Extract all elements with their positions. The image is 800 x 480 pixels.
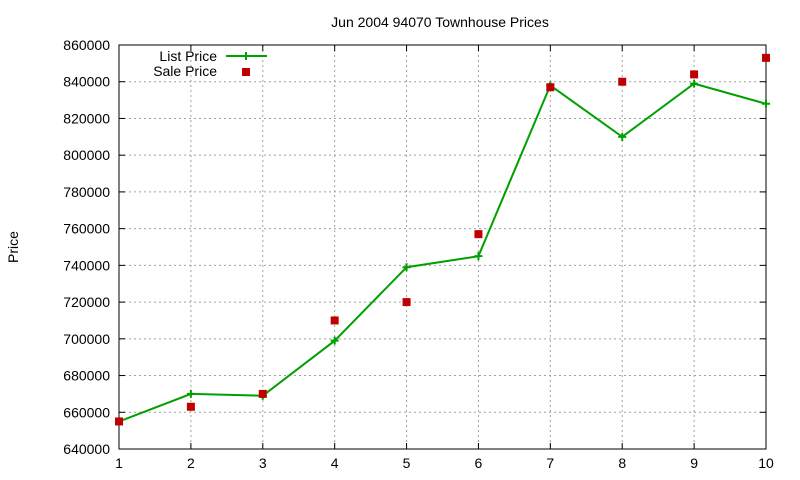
x-tick-label: 9 [690, 455, 698, 471]
list-price-point [762, 99, 770, 108]
y-tick-label: 740000 [63, 257, 110, 273]
chart-title: Jun 2004 94070 Townhouse Prices [331, 14, 549, 30]
x-tick-label: 5 [403, 455, 411, 471]
legend-label-sale-price: Sale Price [153, 63, 217, 79]
x-tick-label: 6 [475, 455, 483, 471]
list-price-point [330, 336, 339, 345]
x-tick-label: 8 [618, 455, 626, 471]
legend-label-list-price: List Price [159, 48, 217, 64]
y-tick-label: 840000 [63, 74, 110, 90]
sale-price-point [762, 53, 770, 62]
axis-ticks: 640000 660000 680000 700000 720000 740000 7600… [63, 37, 774, 471]
sale-price-point [402, 298, 411, 307]
sale-price-point [186, 402, 195, 411]
y-tick-label: 760000 [63, 221, 110, 237]
series-layer [115, 53, 770, 426]
x-tick-label: 10 [758, 455, 774, 471]
sale-price-point [115, 417, 123, 426]
x-tick-label: 3 [259, 455, 267, 471]
sale-price-point [690, 70, 699, 79]
legend-marker-list-price [242, 52, 250, 60]
x-tick-label: 7 [546, 455, 554, 471]
y-tick-label: 700000 [63, 331, 110, 347]
y-tick-label: 640000 [63, 441, 110, 457]
y-tick-label: 720000 [63, 294, 110, 310]
list-price-point [474, 252, 483, 261]
legend-marker-sale-price [242, 68, 250, 76]
y-tick-label: 820000 [63, 110, 110, 126]
sale-price-point [546, 83, 555, 92]
sale-price-point [258, 389, 267, 398]
sale-price-point [474, 230, 483, 239]
y-tick-label: 800000 [63, 147, 110, 163]
list-price-point [690, 79, 699, 88]
sale-price-point [618, 77, 627, 86]
list-price-point [402, 263, 411, 272]
x-tick-label: 2 [187, 455, 195, 471]
y-tick-label: 660000 [63, 404, 110, 420]
x-tick-label: 1 [115, 455, 123, 471]
y-tick-label: 680000 [63, 368, 110, 384]
y-tick-label: 860000 [63, 37, 110, 53]
y-tick-label: 780000 [63, 184, 110, 200]
plot-frame [118, 44, 767, 450]
list-price-point [618, 132, 627, 141]
grid [119, 45, 766, 449]
sale-price-point [330, 316, 339, 325]
list-price-line [118, 82, 767, 423]
legend: List Price Sale Price [153, 48, 267, 79]
x-tick-label: 4 [331, 455, 339, 471]
list-price-point [186, 389, 195, 398]
y-axis-label: Price [5, 231, 21, 263]
